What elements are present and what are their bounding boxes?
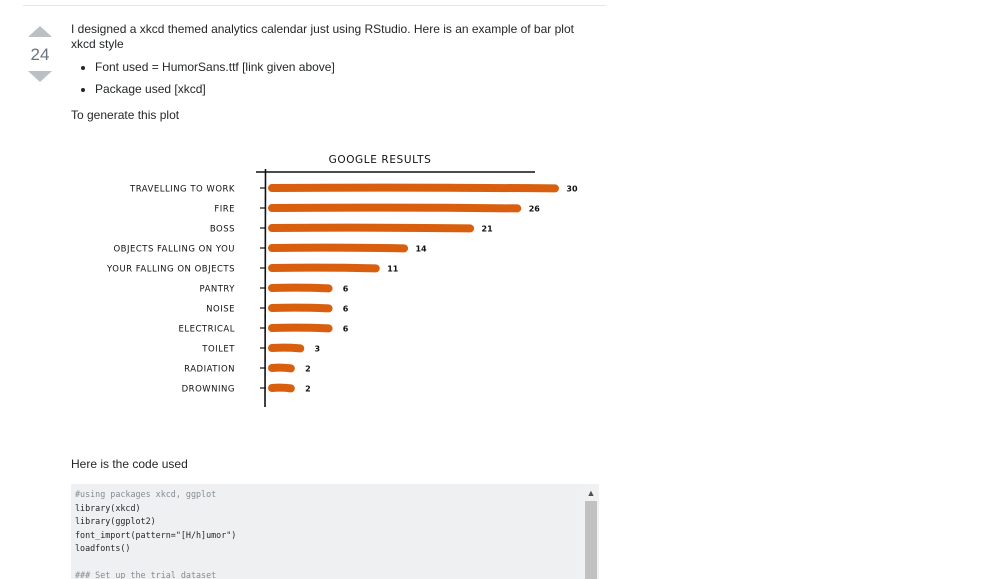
bar <box>268 383 295 393</box>
bar <box>268 363 295 373</box>
code-lines: #using packages xkcd, ggplot library(xkcd… <box>71 484 599 579</box>
answer-body: I designed a xkcd themed analytics calen… <box>71 22 601 123</box>
vote-panel: 24 <box>28 24 54 82</box>
code-block[interactable]: #using packages xkcd, ggplot library(xkcd… <box>71 484 599 579</box>
code-scrollbar[interactable]: ▲ <box>583 484 599 579</box>
bar <box>268 263 380 273</box>
intro-text: I designed a xkcd themed analytics calen… <box>71 22 574 51</box>
scroll-thumb[interactable] <box>585 501 597 579</box>
category-label: YOUR FALLING ON OBJECTS <box>106 265 235 275</box>
bullet-package: Package used [xkcd] <box>95 82 601 97</box>
value-label: 14 <box>415 245 427 254</box>
category-label: TOILET <box>201 345 235 355</box>
category-label: RADIATION <box>184 365 235 375</box>
category-label: PANTRY <box>199 285 235 295</box>
bullet-font: Font used = HumorSans.ttf [link given ab… <box>95 60 601 75</box>
chevron-up-icon[interactable]: ▲ <box>586 488 596 498</box>
value-label: 2 <box>305 385 311 394</box>
category-label: BOSS <box>210 225 235 235</box>
generate-text: To generate this plot <box>71 108 180 122</box>
code-line: loadfonts() <box>75 543 131 553</box>
bar <box>268 303 333 313</box>
bullet-list: Font used = HumorSans.ttf [link given ab… <box>71 60 601 97</box>
category-label: ELECTRICAL <box>178 325 235 335</box>
bar <box>268 343 305 353</box>
bar <box>268 283 333 293</box>
chart-title: GOOGLE RESULTS <box>329 154 432 166</box>
code-line: ### Set up the trial dataset <box>75 570 217 579</box>
downvote-icon[interactable] <box>28 71 52 82</box>
code-line: font_import(pattern="[H/h]umor") <box>75 529 237 540</box>
category-label: OBJECTS FALLING ON YOU <box>113 245 235 255</box>
bar <box>268 183 559 193</box>
value-label: 6 <box>343 305 349 314</box>
top-divider <box>23 5 606 6</box>
vote-count: 24 <box>30 45 50 64</box>
value-label: 21 <box>482 225 494 234</box>
value-label: 30 <box>566 185 578 194</box>
code-caption: Here is the code used <box>71 457 188 471</box>
value-label: 11 <box>387 265 399 274</box>
bar <box>268 323 333 333</box>
value-label: 6 <box>343 285 349 294</box>
bar <box>268 243 409 253</box>
code-line: library(ggplot2) <box>75 516 156 526</box>
value-label: 26 <box>529 205 541 214</box>
category-label: DROWNING <box>182 385 235 395</box>
upvote-icon[interactable] <box>28 26 52 37</box>
category-label: NOISE <box>206 305 235 315</box>
category-label: FIRE <box>214 205 235 215</box>
code-line: library(xkcd) <box>75 502 141 513</box>
code-line <box>75 556 599 570</box>
bar <box>268 203 522 213</box>
category-label: TRAVELLING TO WORK <box>129 185 235 195</box>
code-line: #using packages xkcd, ggplot <box>75 489 217 499</box>
value-label: 3 <box>315 345 321 354</box>
bar <box>268 223 475 233</box>
value-label: 2 <box>305 365 311 374</box>
value-label: 6 <box>343 325 349 334</box>
